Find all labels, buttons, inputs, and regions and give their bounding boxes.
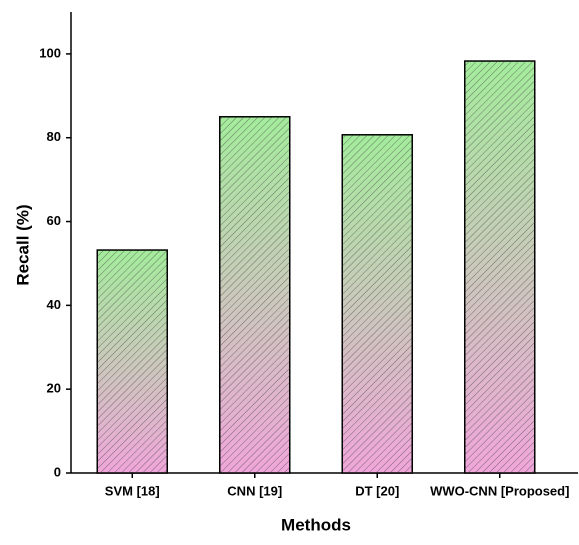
x-tick-label: CNN [19] <box>227 483 282 498</box>
x-axis-label: Methods <box>281 515 351 534</box>
y-tick-label: 20 <box>47 381 61 396</box>
bar-hatch <box>342 134 413 473</box>
bar-hatch <box>219 116 290 473</box>
y-tick-label: 60 <box>47 213 61 228</box>
y-axis-label: Recall (%) <box>13 204 32 285</box>
x-tick-label: DT [20] <box>355 483 399 498</box>
y-tick-label: 40 <box>47 297 61 312</box>
x-tick-label: WWO-CNN [Proposed] <box>430 483 569 498</box>
x-tick-label: SVM [18] <box>105 483 160 498</box>
y-tick-label: 100 <box>39 45 61 60</box>
y-tick-label: 0 <box>54 464 61 479</box>
bar-hatch <box>97 250 168 473</box>
bar-hatch <box>464 61 535 474</box>
y-tick-label: 80 <box>47 129 61 144</box>
